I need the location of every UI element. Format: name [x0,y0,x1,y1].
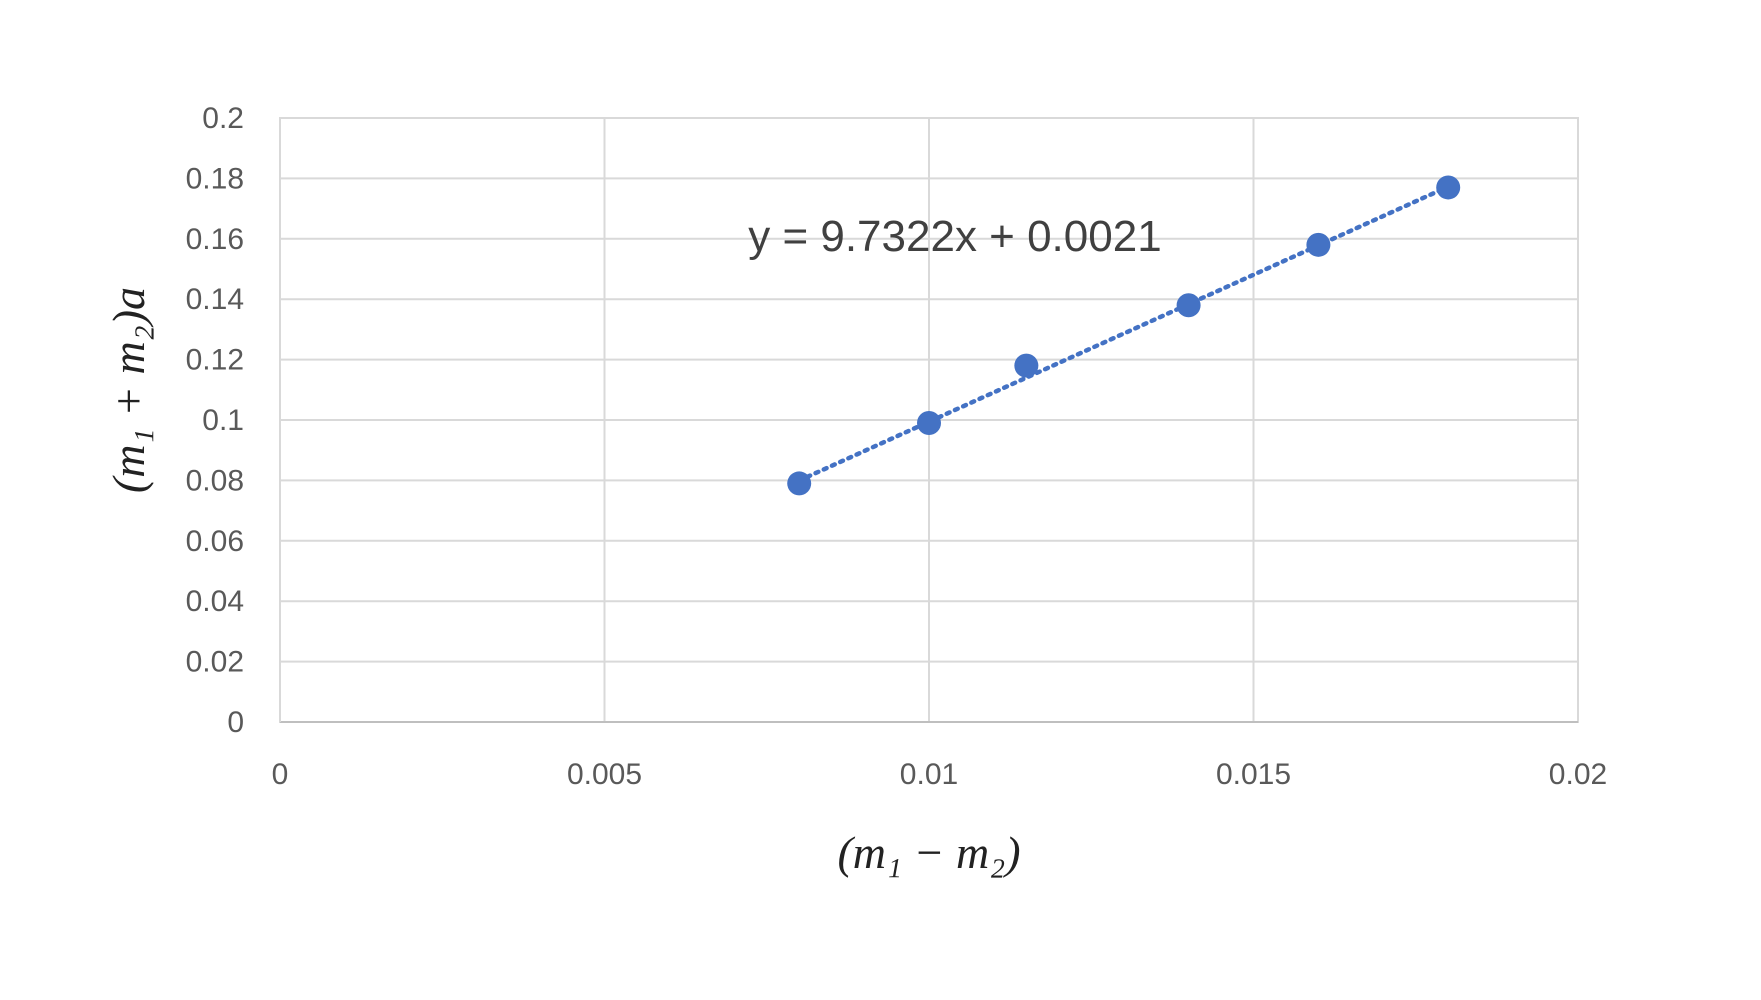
y-tick-label: 0.02 [186,646,244,679]
data-points [787,175,1461,496]
data-point [1306,232,1331,257]
x-axis-tick-labels: 0 0.005 0.01 0.015 0.02 [272,758,1608,791]
y-tick-label: 0.18 [186,162,244,195]
x-tick-label: 0.01 [900,758,958,791]
data-point [1436,175,1461,200]
data-point [917,411,941,436]
x-tick-label: 0.015 [1216,758,1291,791]
x-tick-label: 0 [272,758,289,791]
y-tick-label: 0.04 [186,585,244,618]
y-tick-label: 0.14 [186,283,244,316]
x-tick-label: 0.005 [567,758,642,791]
y-axis-title: (m₁ + m₂)a [103,287,154,493]
trendline-layer [796,184,1451,483]
y-tick-label: 0.06 [186,525,244,558]
y-tick-label: 0.08 [186,464,244,497]
data-point [1014,353,1039,378]
x-tick-label: 0.02 [1549,758,1607,791]
y-tick-label: 0.16 [186,223,244,256]
data-point [787,471,812,496]
trendline-equation: y = 9.7322x + 0.0021 [748,212,1161,261]
x-axis-title: (m₁ − m₂) [837,827,1020,878]
axes [279,118,1578,723]
data-point [1176,293,1201,318]
y-tick-label: 0.12 [186,344,244,377]
y-tick-label: 0 [227,706,244,739]
trendline [796,184,1451,483]
y-tick-label: 0.2 [202,102,244,135]
y-tick-label: 0.1 [202,404,244,437]
y-axis-tick-labels: 0 0.02 0.04 0.06 0.08 0.1 0.12 0.14 0.16 0.18 0.2 [186,102,244,739]
